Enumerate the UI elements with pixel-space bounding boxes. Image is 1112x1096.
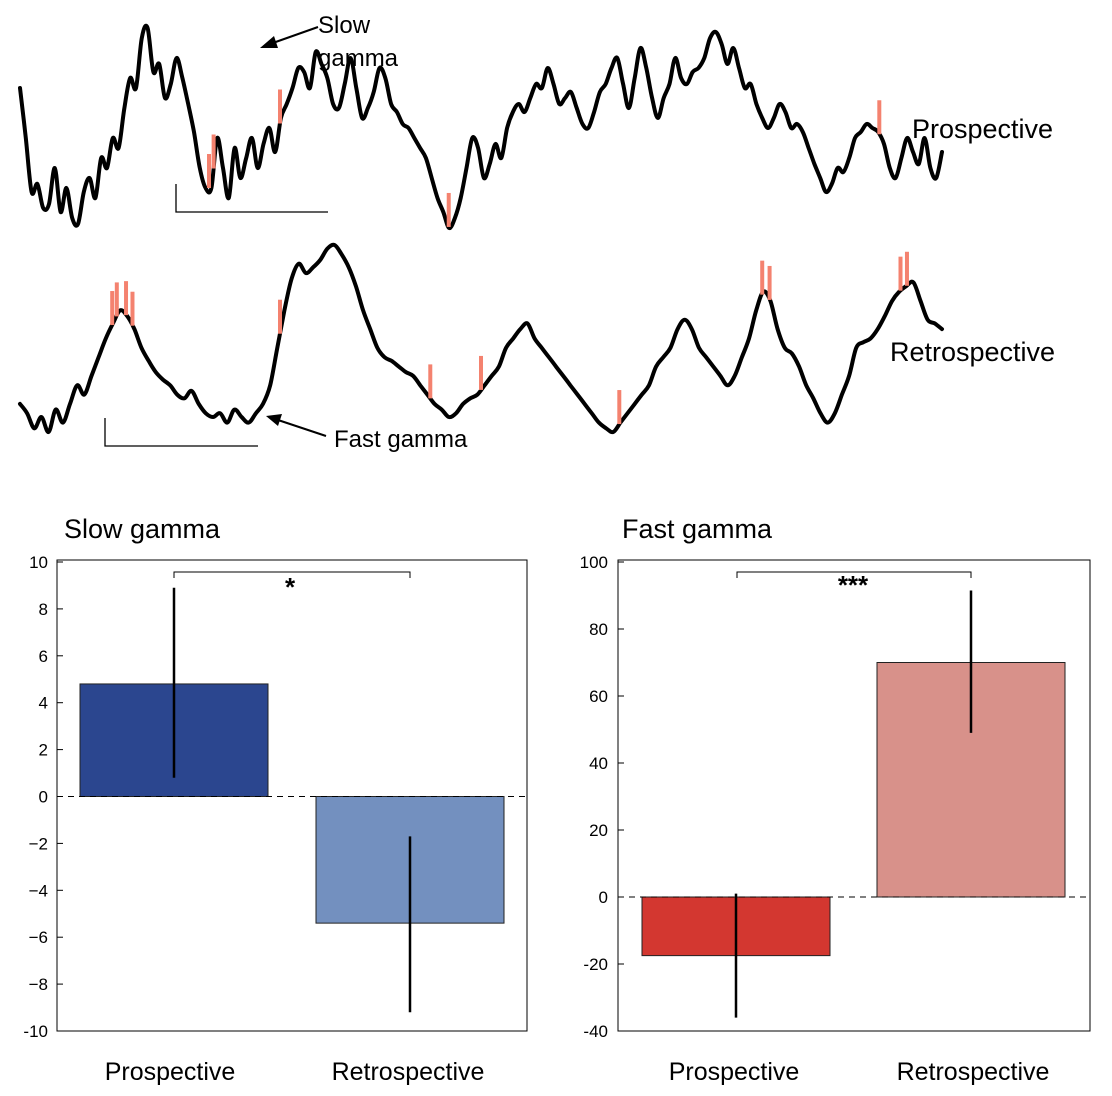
fast-gamma-x-axis: Prospective Retrospective	[669, 1058, 1050, 1086]
y-tick-label: 80	[589, 620, 608, 639]
y-tick-label: -20	[583, 955, 608, 974]
y-tick-label: 100	[580, 553, 608, 572]
slow-gamma-plot-frame	[56, 559, 528, 1032]
y-tick-label: 6	[39, 647, 48, 666]
retrospective-trace-panel: Retrospective Fast gamma	[18, 242, 1055, 453]
slow-gamma-significance-bracket	[173, 571, 411, 578]
slow-gamma-y-axis: -10 −8 −6 −4 −2 0 2 4 6 8 10	[23, 553, 63, 1041]
slow-gamma-bars	[79, 683, 505, 924]
y-tick-label: 10	[29, 553, 48, 572]
fast-gamma-chart-title: Fast gamma	[622, 514, 773, 544]
fast-gamma-chart: Fast gamma -40 -20 0 20 40 60 80 100 *** Prospe…	[580, 514, 1091, 1086]
slow-gamma-x-axis: Prospective Retrospective	[105, 1058, 485, 1086]
fast-gamma-error-bars	[734, 590, 973, 1018]
y-tick-label: 60	[589, 687, 608, 706]
slow-gamma-chart-title: Slow gamma	[64, 514, 221, 544]
fast-gamma-arrow	[277, 419, 327, 437]
prospective-scale-bar	[175, 184, 328, 213]
fast-gamma-significance-stars: ***	[838, 570, 869, 600]
y-tick-label: 20	[589, 821, 608, 840]
slow-gamma-arrowhead	[260, 36, 278, 48]
slow-gamma-chart: Slow gamma -10 −8 −6 −4 −2 0 2 4 6 8 10 * Prospect…	[23, 514, 528, 1086]
y-tick-label: −2	[29, 834, 48, 853]
prospective-lfp-trace	[18, 23, 944, 231]
y-tick-label: 2	[39, 741, 48, 760]
category-label-prospective: Prospective	[105, 1058, 236, 1086]
prospective-trace-panel: Prospective Slow gamma	[18, 12, 1053, 231]
y-tick-label: 8	[39, 600, 48, 619]
category-label-retrospective: Retrospective	[332, 1058, 485, 1086]
retrospective-scale-bar	[104, 418, 258, 447]
y-tick-label: 40	[589, 754, 608, 773]
slow-gamma-error-bars	[172, 587, 412, 1013]
prospective-trace-label: Prospective	[912, 114, 1053, 144]
retrospective-lfp-trace	[18, 242, 944, 435]
fast-gamma-y-axis: -40 -20 0 20 40 60 80 100	[580, 553, 624, 1041]
y-tick-label: −8	[29, 975, 48, 994]
fast-gamma-plot-frame	[617, 559, 1091, 1032]
y-tick-label: 0	[599, 888, 608, 907]
y-tick-label: 0	[39, 788, 48, 807]
category-label-prospective: Prospective	[669, 1058, 800, 1086]
fast-gamma-significance-bracket	[736, 571, 972, 578]
y-tick-label: -40	[583, 1022, 608, 1041]
fast-gamma-arrowhead	[266, 414, 282, 426]
slow-gamma-arrow	[269, 26, 319, 45]
retrospective-trace-label: Retrospective	[890, 337, 1055, 367]
y-tick-label: -10	[23, 1022, 48, 1041]
fast-gamma-annotation: Fast gamma	[334, 426, 468, 453]
slow-gamma-significance-stars: *	[285, 572, 296, 602]
fast-gamma-bars	[641, 662, 1066, 957]
retrospective-spike-markers	[110, 251, 909, 425]
slow-gamma-annotation: Slow gamma	[318, 12, 399, 72]
prospective-spike-markers	[207, 89, 882, 227]
y-tick-label: −6	[29, 928, 48, 947]
category-label-retrospective: Retrospective	[897, 1058, 1050, 1086]
y-tick-label: 4	[39, 694, 48, 713]
y-tick-label: −4	[29, 881, 48, 900]
